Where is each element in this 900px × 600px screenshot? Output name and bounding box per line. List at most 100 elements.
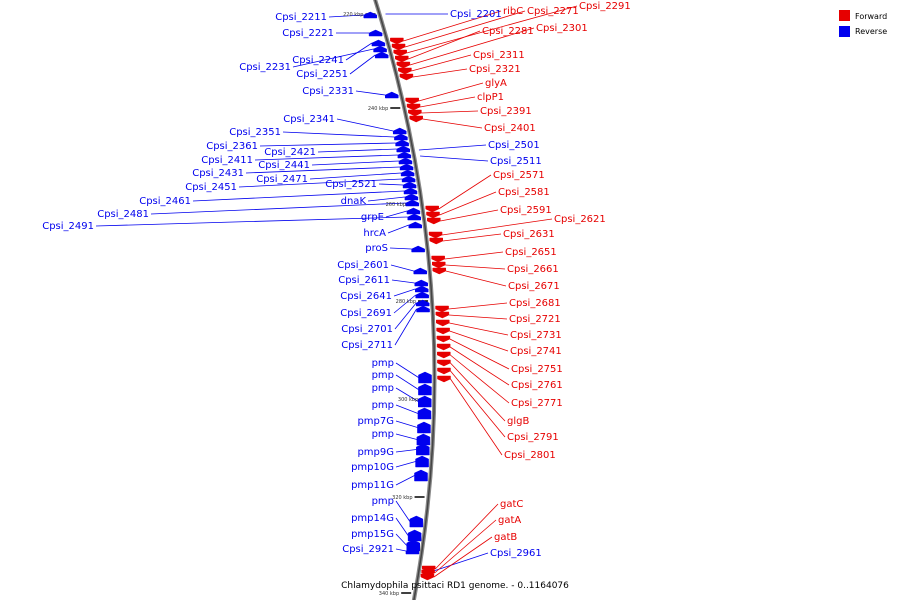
reverse-gene-label[interactable]: Cpsi_2241 [292,55,344,66]
reverse-gene[interactable] [414,285,429,293]
forward-gene[interactable] [436,335,451,343]
reverse-gene-label[interactable]: Cpsi_2351 [229,127,281,138]
reverse-gene[interactable] [373,45,387,53]
forward-gene[interactable] [429,237,443,245]
reverse-gene-label[interactable]: Cpsi_2221 [282,28,334,39]
reverse-gene-label[interactable]: Cpsi_2441 [258,160,310,171]
reverse-gene-label[interactable]: pmp [372,429,394,440]
forward-gene[interactable] [437,359,451,367]
forward-gene[interactable] [425,205,439,213]
reverse-gene[interactable] [398,157,413,165]
reverse-gene[interactable] [408,221,423,229]
forward-gene[interactable] [393,49,407,57]
reverse-gene[interactable] [416,305,430,313]
reverse-gene-label[interactable]: Cpsi_2921 [342,544,394,555]
forward-gene-label[interactable]: ribC [503,6,523,17]
reverse-gene-label[interactable]: Cpsi_2691 [340,308,392,319]
forward-gene-label[interactable]: Cpsi_2571 [493,170,545,181]
reverse-gene-label[interactable]: pmp10G [351,462,394,473]
reverse-gene-label[interactable]: pmp [372,400,394,411]
forward-gene-label[interactable]: gatB [494,532,517,543]
forward-gene[interactable] [426,211,440,219]
reverse-gene[interactable] [407,529,422,542]
reverse-gene[interactable] [396,145,411,153]
forward-gene[interactable] [398,67,412,75]
forward-gene[interactable] [396,61,411,69]
forward-gene[interactable] [436,327,450,335]
reverse-gene[interactable] [374,51,389,59]
forward-gene[interactable] [435,311,450,319]
forward-gene[interactable] [405,97,419,105]
forward-gene-label[interactable]: Cpsi_2291 [579,1,631,12]
reverse-gene[interactable] [404,193,419,201]
reverse-gene[interactable] [395,139,409,147]
forward-gene-label[interactable]: Cpsi_2281 [482,26,534,37]
reverse-gene[interactable] [400,169,415,177]
forward-gene[interactable] [428,231,443,239]
reverse-gene[interactable] [406,207,421,215]
forward-gene-label[interactable]: Cpsi_2591 [500,205,552,216]
forward-gene[interactable] [436,343,451,351]
reverse-gene-label[interactable]: Cpsi_2511 [490,156,542,167]
reverse-gene-label[interactable]: Cpsi_2611 [338,275,390,286]
reverse-gene-label[interactable]: Cpsi_2481 [97,209,149,220]
reverse-gene[interactable] [418,371,432,384]
forward-gene-label[interactable]: glyA [485,78,507,89]
forward-gene[interactable] [408,109,422,117]
forward-gene-label[interactable]: Cpsi_2311 [473,50,525,61]
reverse-gene[interactable] [385,91,399,99]
reverse-gene-label[interactable]: Cpsi_2491 [42,221,94,232]
reverse-gene-label[interactable]: pmp15G [351,529,394,540]
reverse-gene[interactable] [411,245,425,253]
reverse-gene[interactable] [407,213,422,221]
reverse-gene[interactable] [399,163,414,171]
reverse-gene-label[interactable]: pmp [372,370,394,381]
forward-gene-label[interactable]: Cpsi_2761 [511,380,563,391]
forward-gene[interactable] [437,367,451,375]
reverse-gene-label[interactable]: Cpsi_2361 [206,141,258,152]
reverse-gene-label[interactable]: dnaK [341,196,367,207]
reverse-gene-label[interactable]: hrcA [363,228,386,239]
reverse-gene[interactable] [405,547,420,555]
reverse-gene-label[interactable]: Cpsi_2501 [488,140,540,151]
reverse-gene-label[interactable]: Cpsi_2421 [264,147,316,158]
forward-gene[interactable] [391,43,406,51]
reverse-gene-label[interactable]: Cpsi_2251 [296,69,348,80]
forward-gene[interactable] [409,115,423,123]
reverse-gene[interactable] [417,421,431,434]
reverse-gene-label[interactable]: Cpsi_2211 [275,12,327,23]
reverse-gene-label[interactable]: Cpsi_2961 [490,548,542,559]
reverse-gene-label[interactable]: pmp9G [357,447,394,458]
forward-gene-label[interactable]: Cpsi_2751 [511,364,563,375]
reverse-gene-label[interactable]: Cpsi_2451 [185,182,237,193]
reverse-gene-label[interactable]: pmp [372,358,394,369]
forward-gene-label[interactable]: gatA [498,515,521,526]
reverse-gene[interactable] [403,187,418,195]
reverse-gene-label[interactable]: proS [365,243,388,254]
forward-gene-label[interactable]: Cpsi_2731 [510,330,562,341]
reverse-gene-label[interactable]: Cpsi_2521 [325,179,377,190]
forward-gene-label[interactable]: Cpsi_2401 [484,123,536,134]
forward-gene[interactable] [435,305,449,313]
forward-gene-label[interactable]: Cpsi_2391 [480,106,532,117]
forward-gene-label[interactable]: Cpsi_2721 [509,314,561,325]
reverse-gene-label[interactable]: pmp [372,496,394,507]
reverse-gene[interactable] [402,181,417,189]
forward-gene[interactable] [399,73,414,81]
forward-gene-label[interactable]: Cpsi_2661 [507,264,559,275]
forward-gene[interactable] [432,267,447,275]
reverse-gene[interactable] [415,291,429,299]
reverse-gene-label[interactable]: Cpsi_2461 [139,196,191,207]
reverse-gene-label[interactable]: Cpsi_2601 [337,260,389,271]
forward-gene-label[interactable]: Cpsi_2791 [507,432,559,443]
reverse-gene-label[interactable]: Cpsi_2201 [450,9,502,20]
forward-gene[interactable] [431,255,445,263]
reverse-gene-label[interactable]: grpE [361,212,384,223]
reverse-gene[interactable] [415,299,430,307]
reverse-gene[interactable] [371,39,386,47]
reverse-gene-label[interactable]: Cpsi_2701 [341,324,393,335]
reverse-gene[interactable] [392,127,407,135]
forward-gene-label[interactable]: gatC [500,499,523,510]
forward-gene[interactable] [390,37,404,45]
forward-gene-label[interactable]: Cpsi_2681 [509,298,561,309]
